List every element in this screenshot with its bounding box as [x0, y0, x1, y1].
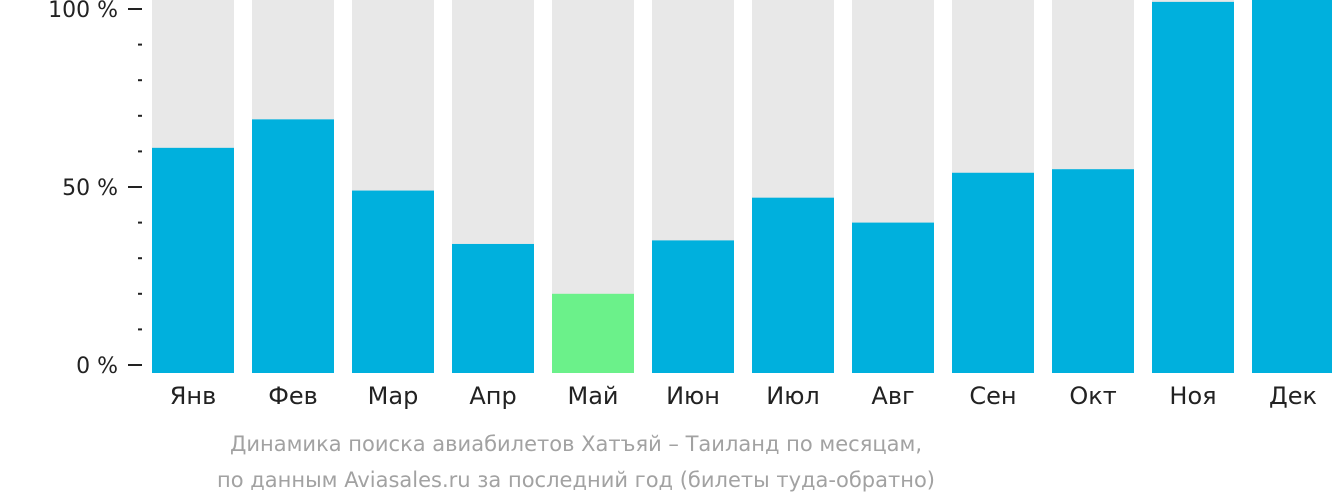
x-tick-label: Авг: [871, 382, 914, 410]
x-axis: Янв Фев Мар Апр Май Июн Июл Авг Сен Окт Ноя Дек: [170, 382, 1317, 410]
bar-2: [252, 119, 334, 373]
x-tick-label: Окт: [1069, 382, 1116, 410]
bar-11: [1152, 1, 1234, 373]
chart-caption-line-2: по данным Aviasales.ru за последний год …: [217, 468, 935, 492]
bar-1: [152, 147, 234, 373]
x-tick-label: Сен: [969, 382, 1016, 410]
x-tick-label: Апр: [469, 382, 516, 410]
bar-3: [352, 190, 434, 373]
y-tick-label: 50 %: [62, 176, 118, 201]
bar-10: [1052, 169, 1134, 373]
bar-8: [852, 222, 934, 373]
bar-4: [452, 243, 534, 373]
y-tick-label: 100 %: [48, 0, 118, 23]
bar-9: [952, 172, 1034, 373]
x-tick-label: Июн: [666, 382, 720, 410]
bars-group: [152, 0, 1332, 373]
x-tick-label: Июл: [766, 382, 820, 410]
x-tick-label: Янв: [170, 382, 217, 410]
x-tick-label: Фев: [268, 382, 318, 410]
y-tick-label: 0 %: [76, 354, 118, 379]
chart-caption-line-1: Динамика поиска авиабилетов Хатъяй – Таи…: [229, 432, 923, 456]
x-tick-label: Мар: [368, 382, 419, 410]
x-tick-label: Дек: [1269, 382, 1317, 410]
bar-5-highlighted: [552, 293, 634, 373]
x-tick-label: Ноя: [1169, 382, 1216, 410]
bar-12: [1252, 0, 1332, 373]
x-tick-label: Май: [567, 382, 618, 410]
bar-7: [752, 197, 834, 373]
y-axis: 0 % 50 % 100 %: [48, 0, 142, 379]
bar-6: [652, 240, 734, 373]
